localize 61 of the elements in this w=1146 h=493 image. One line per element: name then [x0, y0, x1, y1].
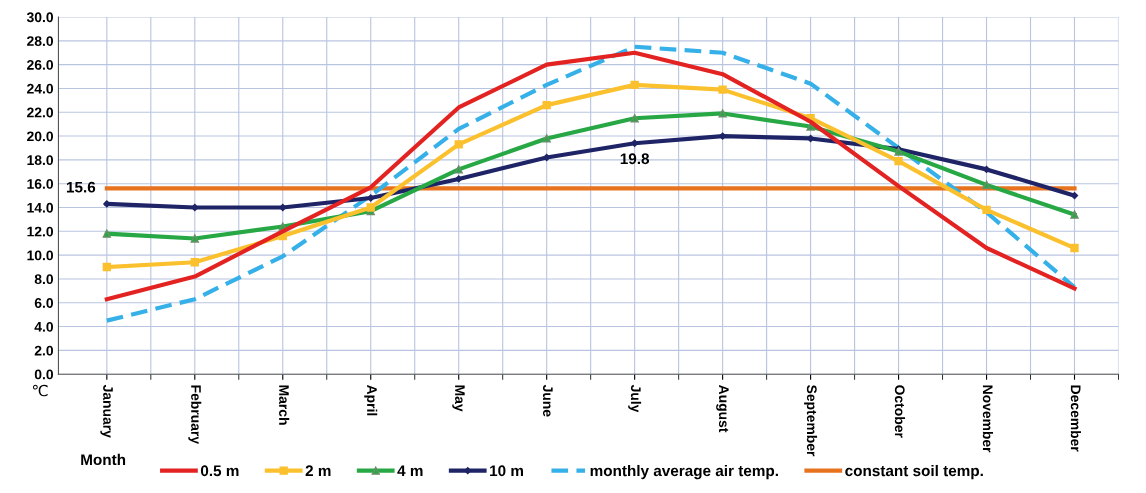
x-tick-label: August — [716, 384, 729, 433]
x-tick-label: February — [188, 385, 202, 444]
point — [718, 85, 727, 94]
x-tick-label: October — [894, 385, 906, 438]
legend-label: 4 m — [397, 465, 423, 477]
point — [542, 134, 551, 143]
x-axis-title: Month — [81, 453, 126, 466]
point — [454, 140, 463, 149]
y-tick-label: 10.0 — [27, 250, 54, 261]
y-axis-title: ℃ — [32, 384, 48, 397]
point — [542, 100, 551, 110]
y-tick-label: 6.0 — [34, 298, 54, 308]
point — [190, 234, 199, 243]
y-tick-label: 16.0 — [27, 179, 54, 189]
x-tick-label: September — [804, 385, 818, 457]
point — [982, 205, 991, 215]
y-tick-label: 20.0 — [27, 131, 54, 142]
point — [455, 175, 463, 183]
y-tick-label: 0.0 — [34, 369, 54, 380]
legend-label: constant soil temp. — [845, 464, 983, 480]
y-tick-label: 4.0 — [34, 321, 54, 332]
point — [1070, 191, 1079, 200]
point — [102, 262, 111, 272]
annotation: 15.6 — [66, 181, 96, 193]
y-tick-label: 18.0 — [27, 155, 54, 166]
point — [982, 165, 991, 174]
x-tick-label: May — [452, 385, 465, 412]
y-tick-label: 30.0 — [26, 12, 54, 23]
point — [102, 229, 111, 238]
x-tick-label: July — [628, 384, 642, 413]
legend-label: monthly average air temp. — [590, 464, 778, 480]
x-tick-label: January — [100, 384, 113, 438]
point — [366, 203, 375, 212]
point — [718, 109, 727, 118]
point — [894, 156, 903, 166]
x-tick-label: November — [982, 385, 994, 453]
y-tick-label: 22.0 — [27, 107, 54, 118]
x-tick-label: December — [1070, 385, 1081, 452]
legend-label: 2 m — [305, 465, 331, 477]
point — [367, 194, 375, 202]
y-tick-label: 28.0 — [27, 36, 54, 46]
x-tick-label: March — [279, 385, 290, 425]
y-tick-label: 26.0 — [27, 59, 54, 70]
legend-label: 0.5 m — [200, 465, 239, 477]
point — [190, 258, 199, 267]
point — [1070, 210, 1079, 219]
y-tick-label: 2.0 — [34, 345, 54, 356]
y-tick-label: 14.0 — [27, 202, 54, 213]
point — [630, 80, 639, 90]
x-tick-label: April — [364, 384, 378, 416]
point — [1070, 243, 1079, 253]
point — [454, 165, 463, 174]
y-tick-label: 24.0 — [27, 83, 54, 94]
annotation: 19.8 — [620, 153, 650, 165]
point — [630, 114, 639, 123]
legend-label: 10 m — [490, 465, 523, 477]
y-tick-label: 12.0 — [27, 226, 54, 237]
point — [982, 180, 991, 190]
point — [806, 122, 815, 131]
y-tick-label: 8.0 — [34, 274, 54, 285]
x-tick-label: June — [542, 384, 553, 417]
